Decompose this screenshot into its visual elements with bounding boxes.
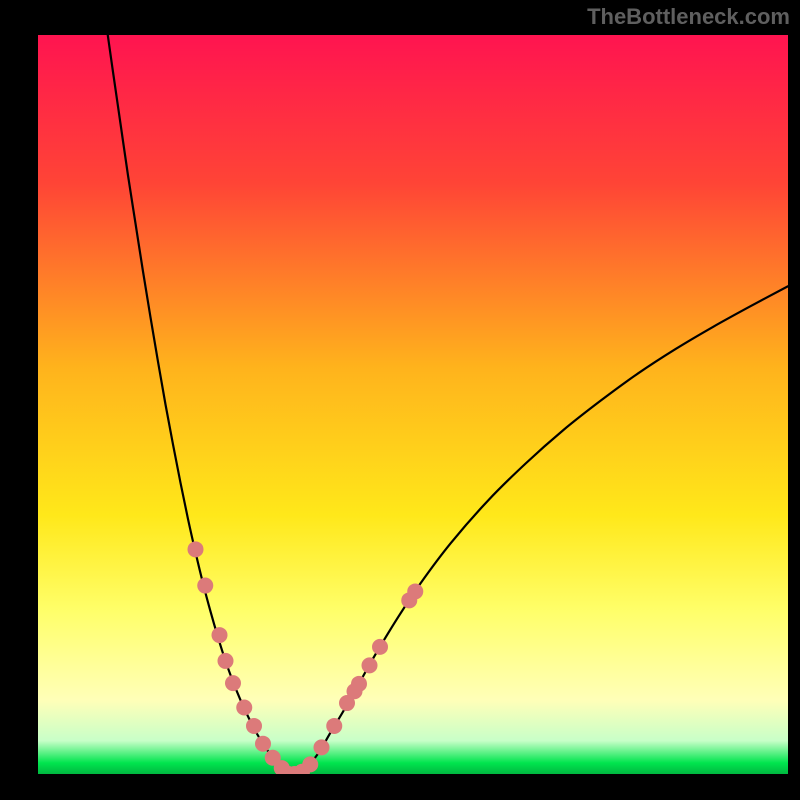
- scatter-point: [407, 583, 423, 599]
- scatter-point: [218, 653, 234, 669]
- scatter-point: [246, 718, 262, 734]
- chart-frame: TheBottleneck.com: [0, 0, 800, 800]
- scatter-point: [188, 541, 204, 557]
- watermark-text: TheBottleneck.com: [587, 4, 790, 30]
- scatter-point: [351, 676, 367, 692]
- scatter-point: [197, 578, 213, 594]
- scatter-point: [302, 756, 318, 772]
- scatter-point: [314, 739, 330, 755]
- scatter-point: [255, 736, 271, 752]
- scatter-point: [326, 718, 342, 734]
- scatter-point: [236, 699, 252, 715]
- scatter-point: [362, 657, 378, 673]
- scatter-point: [372, 639, 388, 655]
- bottleneck-curve-plot: [38, 35, 788, 774]
- scatter-point: [225, 675, 241, 691]
- scatter-point: [212, 627, 228, 643]
- plot-background: [38, 35, 788, 774]
